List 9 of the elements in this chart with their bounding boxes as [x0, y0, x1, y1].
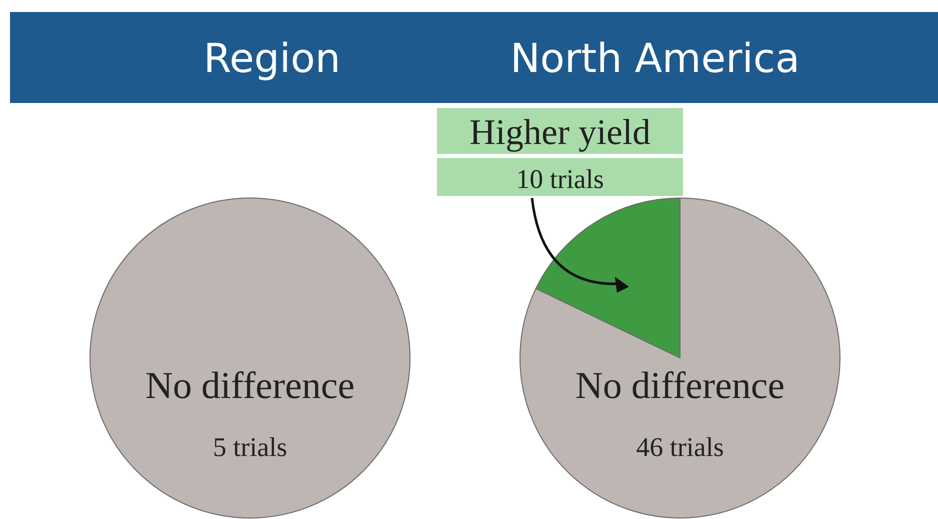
pie-slice	[520, 198, 840, 518]
data-label: 10 trials	[516, 164, 604, 194]
slice-label: No difference	[575, 365, 785, 407]
slice-label: No difference	[145, 365, 355, 407]
slice-label: Higher yield	[470, 112, 650, 152]
data-label: 5 trials	[212, 432, 288, 462]
data-label: 46 trials	[636, 432, 724, 462]
chart-title: North America	[510, 36, 800, 82]
chart-title: Region	[204, 36, 340, 82]
